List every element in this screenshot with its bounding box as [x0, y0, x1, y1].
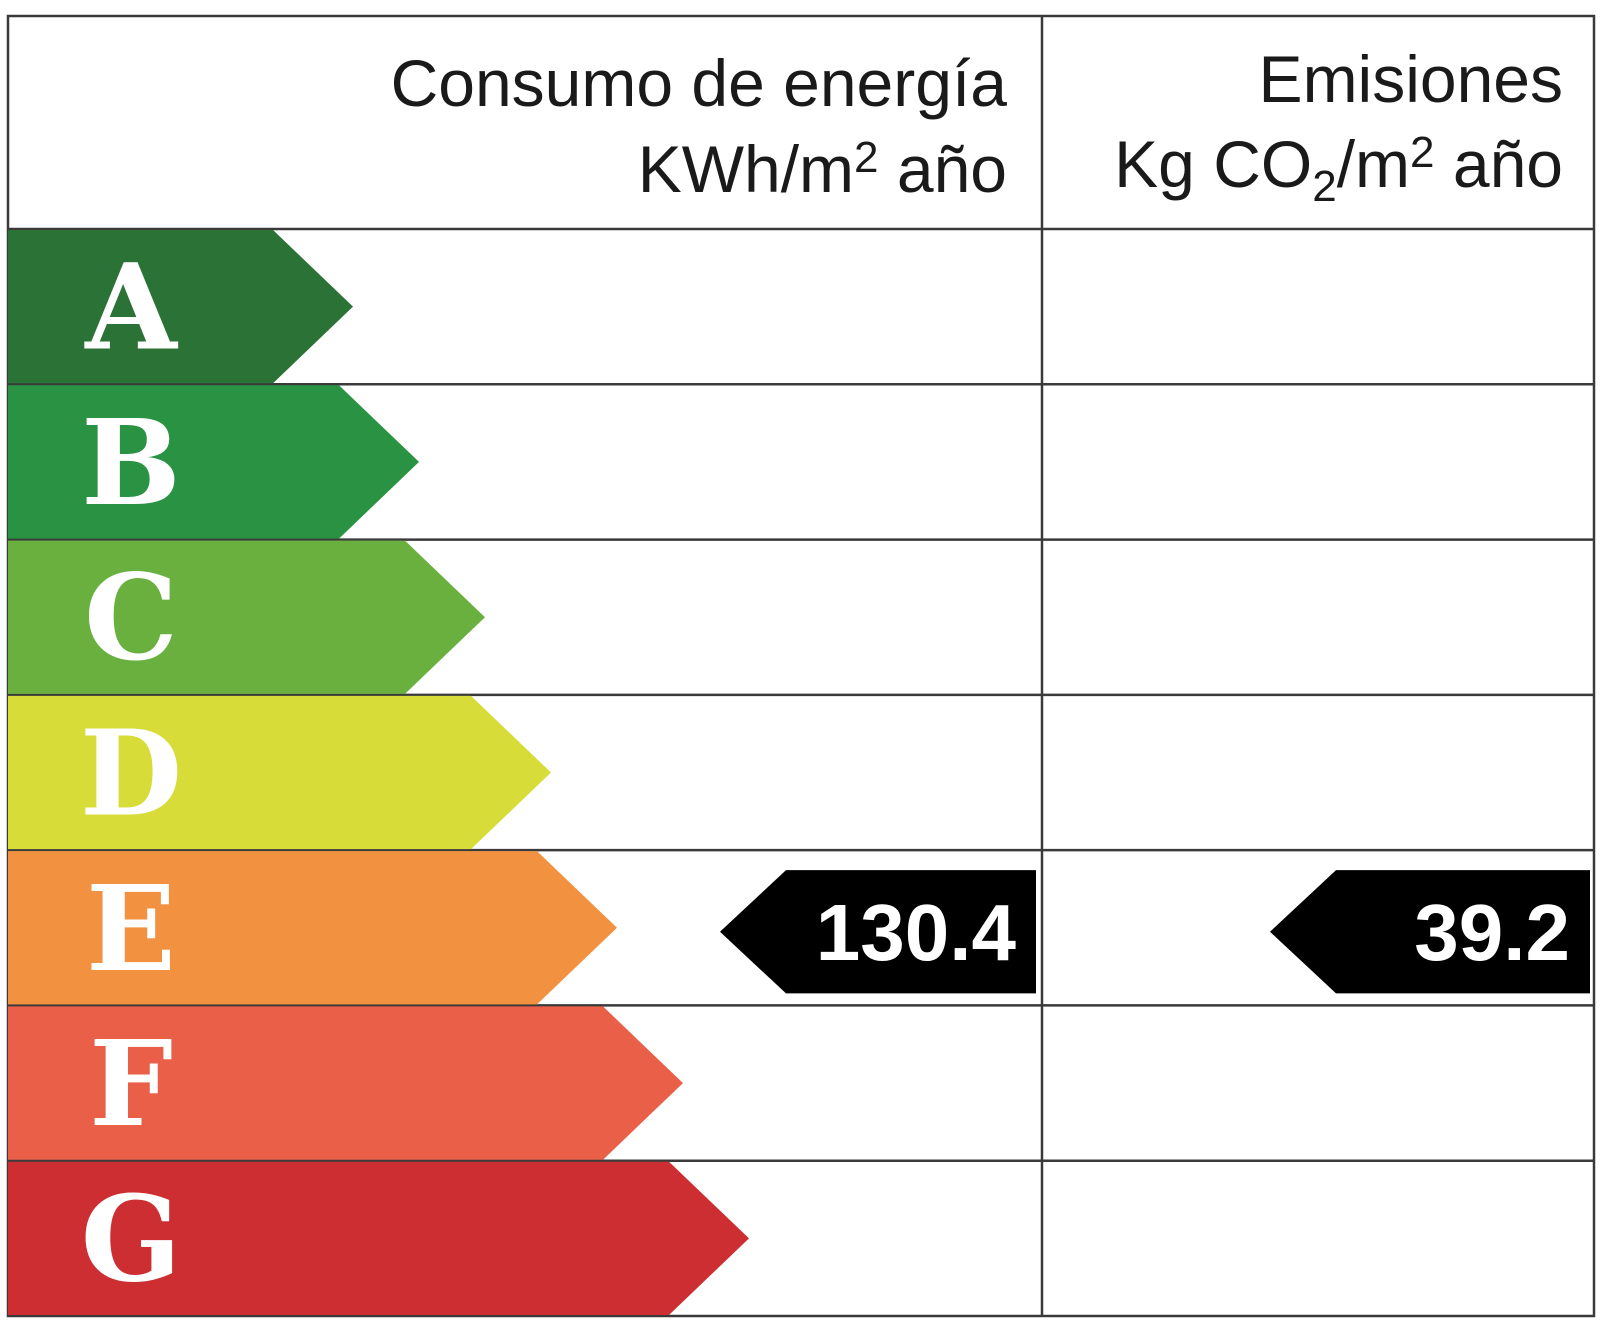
consumo-value: 130.4: [816, 888, 1017, 977]
table-grid: [6, 14, 1596, 1318]
class-arrow-b: [8, 385, 419, 539]
consumo-title: Consumo de energía: [391, 46, 1008, 120]
class-arrow-c: [8, 540, 485, 694]
class-letter-c: C: [84, 548, 178, 687]
rating-indicators: 130.4 39.2: [720, 870, 1590, 994]
row-dividers: [8, 383, 1594, 1162]
class-letter-d: D: [80, 704, 182, 843]
emisiones-title: Emisiones: [1259, 42, 1563, 116]
emisiones-value: 39.2: [1414, 888, 1570, 977]
consumo-unit: KWh/m2 año: [638, 132, 1007, 206]
class-arrow-e: [8, 851, 617, 1005]
class-letter-f: F: [89, 1014, 173, 1153]
class-letter-g: G: [81, 1169, 182, 1308]
class-letter-a: A: [84, 238, 178, 377]
class-letter-b: B: [81, 393, 181, 532]
header: Consumo de energía KWh/m2 año Emisiones …: [391, 42, 1563, 211]
consumo-indicator: [720, 870, 1036, 994]
emisiones-indicator: [1270, 870, 1590, 994]
class-arrow-f: [8, 1006, 683, 1160]
emisiones-unit: Kg CO2/m2 año: [1114, 127, 1563, 211]
class-letter-e: E: [86, 859, 176, 998]
class-arrow-a: [8, 230, 353, 384]
class-arrow-d: [8, 695, 551, 850]
class-arrow-g: [8, 1161, 749, 1315]
